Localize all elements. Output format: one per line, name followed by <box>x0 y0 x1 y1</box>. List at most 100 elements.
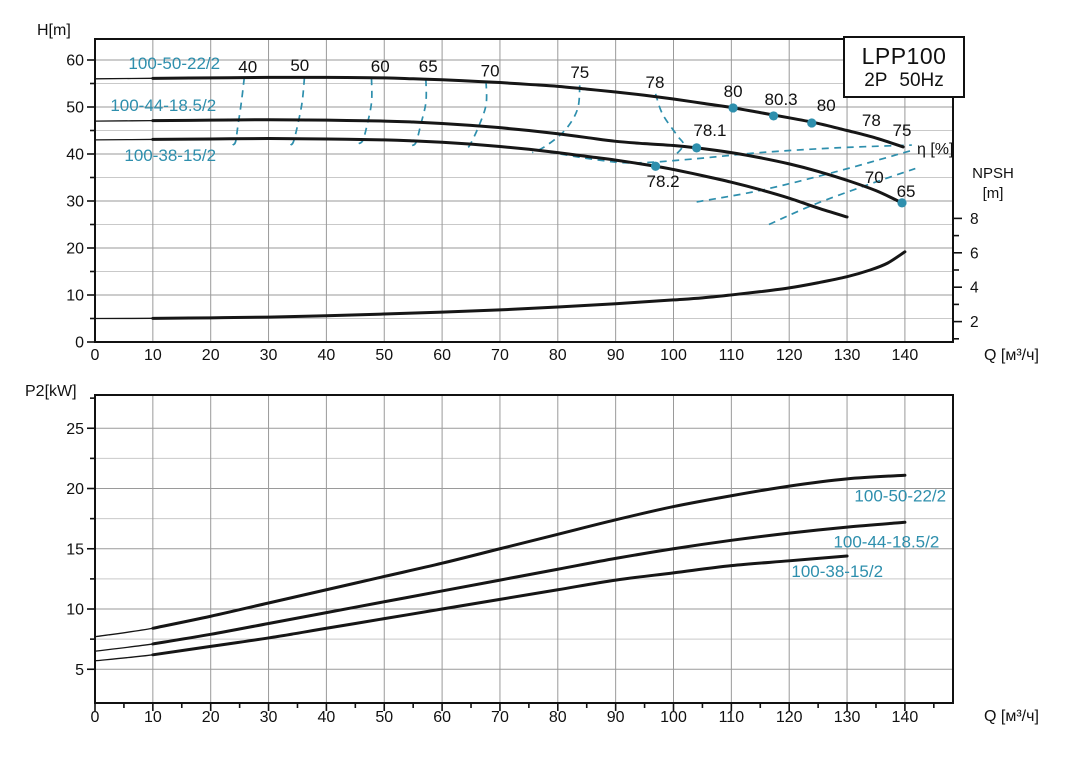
flow-axis-title-bottom: Q [м³/ч] <box>984 708 1039 725</box>
y-tick-label: 40 <box>66 147 84 164</box>
efficiency-contour-70-4 <box>465 81 488 150</box>
efficiency-label-40: 40 <box>238 58 257 77</box>
efficiency-label-80.3: 80.3 <box>765 90 798 109</box>
x-tick-label: 120 <box>776 709 803 726</box>
series-label-100-50-22-2: 100-50-22/2 <box>854 487 946 506</box>
bep-dot-78.2 <box>650 161 661 171</box>
npsh-tick-label: 8 <box>970 211 979 228</box>
efficiency-label-78.1: 78.1 <box>693 121 726 140</box>
curve-100-38-15-2 <box>151 136 849 219</box>
eta-axis-label: η [%] <box>917 141 954 158</box>
power-axis-title: P2[kW] <box>25 383 77 400</box>
x-tick-label: 60 <box>433 709 451 726</box>
bep-dot-80 <box>807 118 817 128</box>
y-tick-label: 10 <box>66 602 84 619</box>
curve-p2-100-44-18.5-2 <box>151 520 907 646</box>
flow-axis-title-top: Q [м³/ч] <box>984 347 1039 364</box>
x-tick-label: 110 <box>719 709 745 726</box>
bep-dot-80.3 <box>768 111 779 121</box>
x-tick-label: 30 <box>260 709 278 726</box>
curve-p2-100-50-22-2 <box>151 473 907 630</box>
x-tick-label: 80 <box>549 347 567 364</box>
x-tick-label: 70 <box>491 709 509 726</box>
efficiency-label-65: 65 <box>897 182 916 201</box>
x-tick-label: 80 <box>549 709 567 726</box>
series-label-100-38-15-2: 100-38-15/2 <box>124 146 216 165</box>
x-tick-label: 90 <box>607 709 625 726</box>
efficiency-contour-78-7 <box>535 144 912 164</box>
series-label-100-38-15-2: 100-38-15/2 <box>791 562 883 581</box>
y-tick-label: 5 <box>75 662 84 679</box>
efficiency-label-78: 78 <box>646 73 665 92</box>
x-tick-label: 10 <box>144 347 162 364</box>
efficiency-contour-78-6 <box>654 93 685 158</box>
head-axis-title: H[m] <box>37 22 71 39</box>
efficiency-label-80: 80 <box>724 82 743 101</box>
y-tick-label: 30 <box>66 194 84 211</box>
y-tick-label: 60 <box>66 53 84 70</box>
x-tick-label: 50 <box>375 709 393 726</box>
curve-lead-p2-100-38-15-2 <box>94 555 848 662</box>
curve-NPSH <box>151 250 907 320</box>
y-tick-label: 25 <box>66 421 84 438</box>
efficiency-label-75: 75 <box>570 63 589 82</box>
npsh-tick-label: 2 <box>970 314 979 331</box>
efficiency-label-65: 65 <box>419 57 438 76</box>
npsh-tick-label: 4 <box>970 280 979 297</box>
x-tick-label: 100 <box>660 709 687 726</box>
efficiency-contour-75-5 <box>531 85 581 154</box>
x-tick-label: 140 <box>892 347 919 364</box>
bep-dot-80 <box>728 103 738 113</box>
curve-100-44-18.5-2 <box>151 118 904 205</box>
efficiency-contour-50-1 <box>289 77 306 146</box>
series-label-100-44-18.5-2: 100-44-18.5/2 <box>110 96 216 115</box>
efficiency-label-70: 70 <box>481 61 500 80</box>
y-tick-label: 10 <box>66 288 84 305</box>
x-tick-label: 0 <box>91 709 100 726</box>
efficiency-label-70: 70 <box>865 168 884 187</box>
y-tick-label: 0 <box>75 335 84 352</box>
efficiency-label-50: 50 <box>290 56 309 75</box>
x-tick-label: 10 <box>144 709 162 726</box>
pump-model-spec: 2P 50Hz <box>864 69 944 91</box>
x-tick-label: 130 <box>834 709 861 726</box>
x-tick-label: 20 <box>202 709 220 726</box>
curve-100-50-22-2 <box>151 75 905 149</box>
efficiency-label-75: 75 <box>893 121 912 140</box>
curve-p2-100-38-15-2 <box>151 554 849 657</box>
curve-lead-100-50-22-2 <box>94 76 904 148</box>
x-tick-label: 110 <box>719 347 745 364</box>
x-tick-label: 130 <box>834 347 861 364</box>
x-tick-label: 100 <box>660 347 687 364</box>
x-tick-label: 50 <box>375 347 393 364</box>
efficiency-label-78: 78 <box>862 111 881 130</box>
npsh-axis-title: NPSH <box>972 165 1014 182</box>
x-tick-label: 60 <box>433 347 451 364</box>
series-label-100-50-22-2: 100-50-22/2 <box>128 54 220 73</box>
y-tick-label: 20 <box>66 481 84 498</box>
efficiency-contour-60-2 <box>358 78 373 145</box>
npsh-axis-unit: [m] <box>982 185 1004 202</box>
x-tick-label: 20 <box>202 347 220 364</box>
x-tick-label: 120 <box>776 347 803 364</box>
y-tick-label: 50 <box>66 100 84 117</box>
y-tick-label: 15 <box>66 541 84 558</box>
series-label-100-44-18.5-2: 100-44-18.5/2 <box>833 533 939 552</box>
x-tick-label: 0 <box>91 347 100 364</box>
x-tick-label: 140 <box>892 709 919 726</box>
pump-model-name: LPP100 <box>861 42 947 69</box>
efficiency-label-78.2: 78.2 <box>647 172 680 191</box>
bep-dot-65 <box>897 198 907 208</box>
x-tick-label: 70 <box>491 347 509 364</box>
y-tick-label: 20 <box>66 241 84 258</box>
npsh-tick-label: 6 <box>970 245 979 262</box>
efficiency-contour-40-0 <box>232 77 246 146</box>
efficiency-label-80: 80 <box>817 96 836 115</box>
efficiency-contour-70-8 <box>696 149 913 203</box>
x-tick-label: 40 <box>318 347 336 364</box>
x-tick-label: 90 <box>607 347 625 364</box>
title-box: LPP100 2P 50Hz <box>843 36 965 98</box>
x-tick-label: 30 <box>260 347 278 364</box>
